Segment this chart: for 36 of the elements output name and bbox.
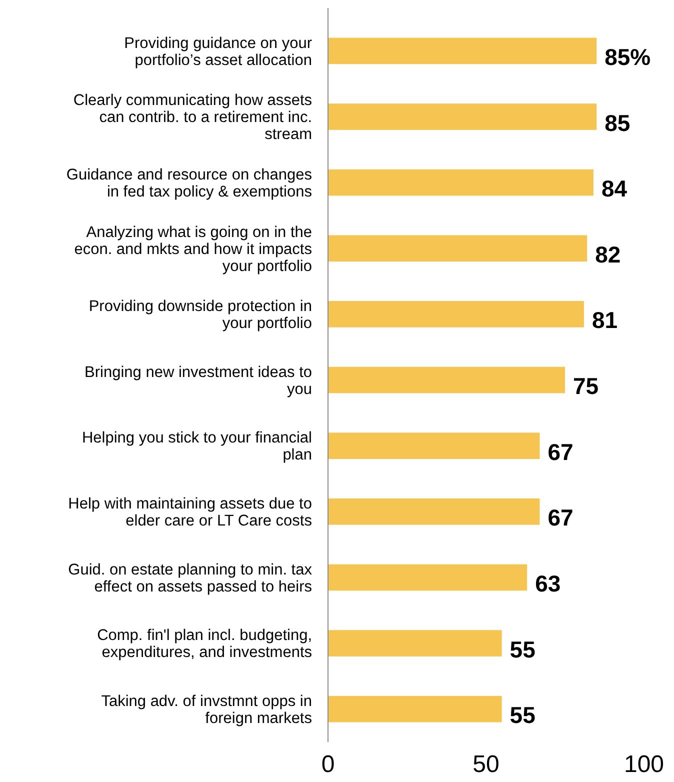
- bar: [328, 235, 588, 262]
- bar: [328, 696, 502, 722]
- data-label: 82: [595, 241, 621, 268]
- bar: [328, 630, 502, 656]
- y-tick-label: Clearly communicating how assets can contrib. to a retirement inc. stream: [73, 92, 312, 144]
- data-label: 75: [573, 373, 599, 400]
- bar: [328, 564, 528, 591]
- bar: [328, 169, 594, 196]
- y-tick-label: Comp. fin'l plan incl. budgeting, expenditures, and investments: [97, 627, 312, 662]
- y-tick-label: Analyzing what is going on in the econ. and mkts and how it impacts your portfolio: [74, 224, 312, 275]
- data-label: 85%: [604, 44, 651, 70]
- y-tick-label: Guid. on estate planning to min. tax effect on assets passed to heirs: [68, 561, 312, 596]
- x-tick-label: 100: [624, 751, 664, 778]
- data-label: 63: [535, 570, 561, 597]
- bar: [328, 366, 565, 394]
- bar: [328, 498, 540, 525]
- bar: [328, 301, 584, 328]
- data-label: 84: [601, 176, 628, 202]
- y-tick-label: Helping you stick to your financial plan: [82, 430, 312, 464]
- y-tick-label: Providing guidance on your portfolio’s asset allocation: [124, 34, 312, 69]
- data-label: 55: [510, 636, 536, 662]
- x-tick-label: 0: [321, 751, 335, 778]
- data-label: 67: [548, 504, 574, 531]
- y-tick-label: Taking adv. of invstmnt opps in foreign markets: [101, 693, 312, 728]
- data-label: 55: [510, 702, 536, 728]
- y-tick-label: Bringing new investment ideas to you: [84, 364, 312, 398]
- x-tick-label: 50: [472, 751, 500, 778]
- bar: [328, 432, 540, 459]
- y-tick-label: Guidance and resource on changes in fed tax policy & exemptions: [66, 166, 312, 200]
- data-label: 85: [604, 110, 630, 136]
- bar: [328, 104, 597, 130]
- bar: [328, 38, 597, 64]
- data-label: 81: [592, 307, 618, 334]
- y-tick-label: Providing downside protection in your portfolio: [88, 298, 312, 332]
- data-label: 67: [548, 438, 574, 465]
- y-tick-label: Help with maintaining assets due to elder care or LT Care costs: [68, 496, 312, 530]
